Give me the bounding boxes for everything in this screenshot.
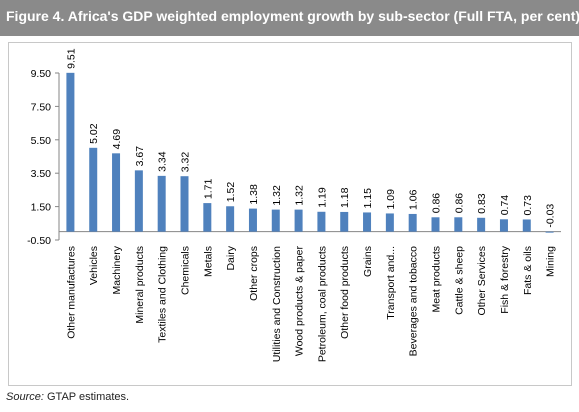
category-label: Machinery	[111, 245, 123, 294]
data-label: 3.32	[180, 152, 192, 173]
y-tick-label: 9.50	[31, 68, 52, 80]
source-label: Source:	[6, 391, 44, 403]
category-label: Petroleum, coal products	[316, 246, 328, 362]
data-label: -0.03	[545, 204, 557, 228]
bar	[89, 147, 98, 232]
y-tick-label: 1.50	[31, 202, 52, 214]
category-label: Utilities and Construction	[271, 246, 283, 362]
category-label: Vehicles	[88, 246, 100, 285]
category-label: Other manufactures	[65, 246, 77, 339]
y-tick-label: 5.50	[31, 135, 52, 147]
data-label: 1.32	[271, 185, 283, 206]
data-label: 3.34	[157, 151, 169, 172]
bar	[271, 209, 280, 232]
data-label: 1.06	[408, 189, 420, 210]
data-label: 4.69	[111, 129, 123, 150]
bar	[134, 170, 143, 232]
data-label: 1.09	[385, 189, 397, 210]
data-label: 9.51	[65, 48, 77, 69]
bar	[477, 217, 486, 232]
figure-label: Figure 4.	[6, 8, 65, 24]
category-label: Beverages and tobacco	[408, 246, 420, 356]
category-label: Mineral products	[134, 246, 146, 324]
bar	[431, 217, 440, 232]
bar	[408, 213, 417, 232]
bar	[226, 206, 235, 232]
data-label: 1.52	[225, 182, 237, 203]
y-tick-label: -0.50	[27, 235, 51, 247]
data-label: 1.71	[202, 178, 214, 199]
bar	[248, 208, 257, 232]
bar	[180, 176, 189, 232]
bar	[66, 72, 75, 232]
y-tick-label: 3.50	[31, 168, 52, 180]
data-label: 1.18	[339, 187, 351, 208]
data-label: 1.32	[294, 185, 306, 206]
data-label: 1.15	[362, 188, 374, 209]
category-label: Fish & forestry	[499, 245, 511, 313]
category-label: Grains	[362, 246, 374, 277]
category-label: Textiles and Clothing	[157, 246, 169, 343]
category-label: Transport and...	[385, 246, 397, 320]
category-label: Chemicals	[180, 246, 192, 295]
data-label: 1.38	[248, 184, 260, 205]
bar	[340, 211, 349, 232]
category-label: Other crops	[248, 246, 260, 301]
category-label: Cattle & sheep	[453, 246, 465, 315]
category-label: Mining	[545, 246, 557, 277]
bar-chart: 9.50 7.50 5.50 3.50 1.50 -0.50 9.51 Other manuf…	[27, 48, 561, 362]
bar	[499, 219, 508, 232]
data-label: 3.67	[134, 146, 146, 167]
category-label: Dairy	[225, 245, 237, 270]
data-label: 1.19	[316, 187, 328, 208]
data-label: 0.86	[453, 193, 465, 214]
data-label: 0.73	[522, 195, 534, 216]
category-label: Fats & oils	[522, 246, 534, 295]
data-label: 0.74	[499, 195, 511, 216]
source-text: GTAP estimates.	[46, 391, 130, 403]
category-label: Other food products	[339, 246, 351, 339]
y-tick-label: 7.50	[31, 101, 52, 113]
category-label: Other Services	[476, 246, 488, 315]
category-label: Meat products	[431, 246, 443, 313]
bar	[294, 209, 303, 232]
data-label: 0.86	[431, 193, 443, 214]
chart-area: 9.50 7.50 5.50 3.50 1.50 -0.50 9.51 Other manuf…	[8, 42, 572, 386]
data-label: 0.83	[476, 193, 488, 214]
figure-header: Figure 4. Africa's GDP weighted employme…	[0, 0, 579, 36]
bar	[454, 217, 463, 232]
source-note: Source: GTAP estimates.	[6, 391, 129, 403]
category-label: Metals	[202, 246, 214, 277]
bar	[157, 175, 166, 232]
bar	[545, 231, 554, 233]
figure-title: Figure 4. Africa's GDP weighted employme…	[6, 8, 579, 24]
category-label: Wood products & paper	[294, 245, 306, 356]
bar	[317, 211, 326, 232]
bar	[112, 153, 121, 232]
bar	[522, 219, 531, 232]
bar	[203, 203, 212, 232]
bar	[385, 213, 394, 232]
figure-title-text: Africa's GDP weighted employment growth …	[67, 8, 579, 24]
bar	[363, 212, 372, 232]
data-label: 5.02	[88, 123, 100, 144]
